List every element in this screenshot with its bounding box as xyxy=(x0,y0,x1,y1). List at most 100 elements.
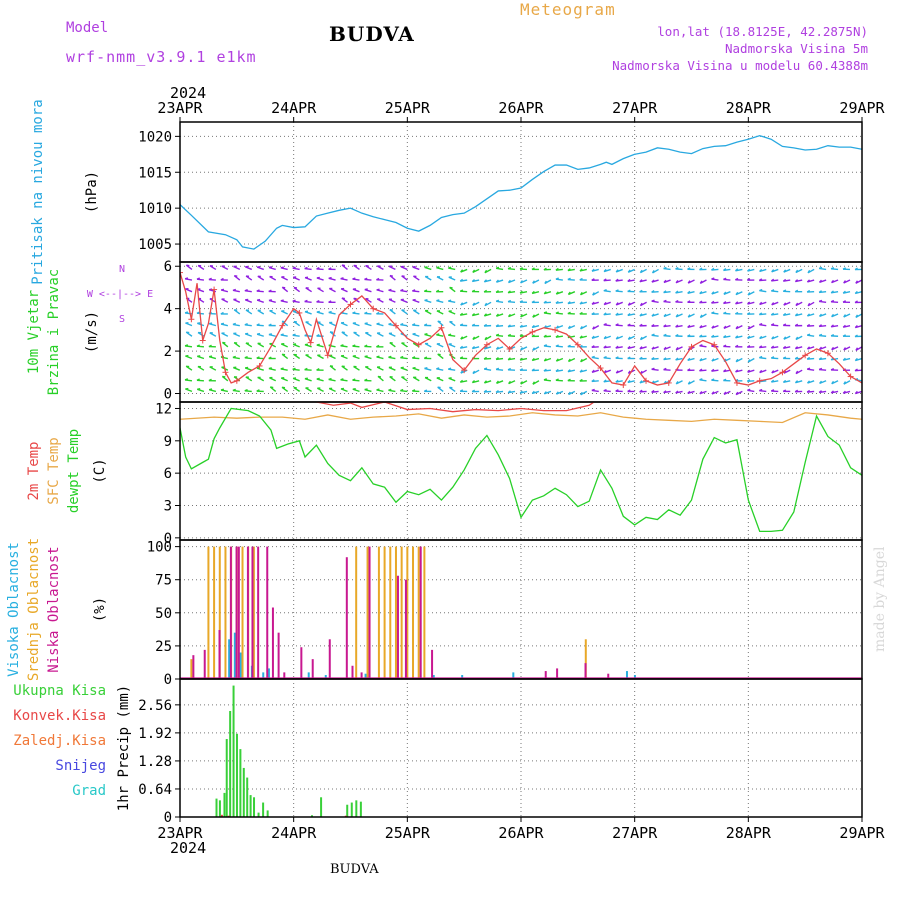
clouds-bar xyxy=(237,546,240,679)
wind-arrow-head xyxy=(854,390,858,395)
wind-arrow-head xyxy=(782,389,787,393)
wind-arrow-head xyxy=(459,379,464,383)
wind-arrow-head xyxy=(579,291,583,296)
precipitation-bar xyxy=(310,815,313,817)
wind-arrow-head xyxy=(436,266,440,269)
wind-arrow-head xyxy=(471,345,476,350)
wind-arrow-head xyxy=(507,313,511,318)
wind-arrow-head xyxy=(603,335,607,340)
wind-arrow-head xyxy=(412,298,416,301)
precipitation-bar xyxy=(242,767,245,817)
wind-arrow-head xyxy=(770,389,775,392)
wind-arrow-head xyxy=(316,368,320,371)
wind-arrow-head xyxy=(592,292,595,296)
wind-arrow-head xyxy=(340,344,344,347)
wind-arrow-head xyxy=(197,388,201,391)
wind-arrow-head xyxy=(280,299,284,302)
wind-arrow-head xyxy=(460,302,464,306)
wind-arrow-head xyxy=(519,267,523,270)
wind-arrow-head xyxy=(639,336,643,341)
temperature-ytick-label: 12 xyxy=(155,401,172,417)
clouds-bar xyxy=(633,675,636,679)
wind-arrow-head xyxy=(675,314,679,318)
precipitation-legend-label: Ukupna Kisa xyxy=(13,683,106,699)
wind-arrow-head xyxy=(435,289,440,293)
pressure-axis-title: Pritisak na nivou mora xyxy=(30,99,46,284)
wind-arrow-head xyxy=(830,266,835,270)
precipitation-panel: 0 0.64 1.28 1.92 2.56 Ukupna Kisa Konvek.Kisa Z… xyxy=(13,678,863,826)
wind-arrow-head xyxy=(782,312,787,316)
wind-arrow-head xyxy=(280,266,284,269)
wind-arrow-head xyxy=(220,388,225,391)
wind-arrow-head xyxy=(184,311,189,314)
wind-arrow-head xyxy=(495,333,500,337)
wind-arrow-head xyxy=(818,266,823,270)
wind-arrow-head xyxy=(232,288,237,292)
clouds-panel: 0 25 50 75 100 Visoka Oblacnost Srednja Oblacn… xyxy=(6,538,863,688)
wind-arrow-head xyxy=(352,344,356,347)
wind-arrow-head xyxy=(173,379,176,380)
clouds-bar xyxy=(419,546,422,679)
bottom-time-tick-label: 24APR xyxy=(271,824,317,842)
wind-arrow-head xyxy=(364,322,368,325)
wind-arrow-head xyxy=(723,335,727,339)
clouds-bar xyxy=(252,546,255,679)
wind-arrow-head xyxy=(627,323,631,327)
wind-arrow-head xyxy=(747,369,751,373)
wind-arrow-head xyxy=(639,346,643,350)
wind-arrow-head xyxy=(268,266,273,269)
wind-arrow-head xyxy=(531,290,535,294)
clouds-ytick-label: 100 xyxy=(147,540,172,556)
pressure-ytick-label: 1010 xyxy=(138,201,172,217)
wind-arrow-head xyxy=(531,390,535,394)
wind-arrow-head xyxy=(842,390,846,394)
wind-arrow-head xyxy=(830,299,835,303)
clouds-ytick-label: 50 xyxy=(155,606,172,622)
wind-arrow-head xyxy=(759,388,763,392)
clouds-bar xyxy=(233,632,236,679)
wind-arrow-head xyxy=(699,378,703,381)
wind-arrow-head xyxy=(532,314,536,318)
clouds-bar xyxy=(431,649,434,679)
wind-arrow-head xyxy=(795,302,799,306)
wind-arrow-head xyxy=(615,345,619,349)
wind-arrow-head xyxy=(746,312,751,315)
wind-arrow-head xyxy=(675,324,679,328)
wind-arrow-head xyxy=(555,368,559,372)
wind-arrow-head xyxy=(699,334,703,338)
wind-arrow-head xyxy=(687,267,691,270)
wind-arrow-head xyxy=(687,324,691,328)
wind-arrow-head xyxy=(746,345,751,348)
wind-arrow-head xyxy=(818,333,823,337)
wind-arrow-head xyxy=(532,280,535,284)
wind-arrow-head xyxy=(256,323,260,326)
wind-arrow-head xyxy=(519,334,523,337)
wind-arrow-head xyxy=(340,378,344,381)
wind-arrow-head xyxy=(782,323,787,327)
wind-arrow-head xyxy=(770,345,775,349)
wind-arrow-head xyxy=(495,279,499,283)
wind-arrow-head xyxy=(507,390,511,394)
wind-arrow-head xyxy=(555,325,559,329)
bottom-time-tick-label: 27APR xyxy=(612,824,658,842)
wind-arrow-head xyxy=(364,388,368,391)
wind-arrow-head xyxy=(555,267,559,271)
wind-arrow-head xyxy=(483,346,487,350)
clouds-bar xyxy=(307,672,310,679)
wind-arrow-head xyxy=(771,370,775,374)
wind-arrow-head xyxy=(615,370,619,374)
precipitation-legend-label: Snijeg xyxy=(55,758,106,774)
clouds-bar xyxy=(396,575,399,679)
wind-arrow-head xyxy=(603,345,607,349)
wind-arrow xyxy=(180,357,181,359)
wind-arrow-head xyxy=(328,310,332,314)
wind-arrow-head xyxy=(472,370,476,374)
wind-arrow-head xyxy=(244,323,248,326)
wind-arrow-head xyxy=(830,367,835,371)
wind-arrow-head xyxy=(460,269,464,273)
wind-arrow-head xyxy=(245,366,249,369)
wind-ytick-label: 4 xyxy=(164,302,172,318)
top-time-tick-label: 27APR xyxy=(612,99,658,117)
wind-arrow-head xyxy=(651,279,655,283)
clouds-bar xyxy=(556,668,559,679)
